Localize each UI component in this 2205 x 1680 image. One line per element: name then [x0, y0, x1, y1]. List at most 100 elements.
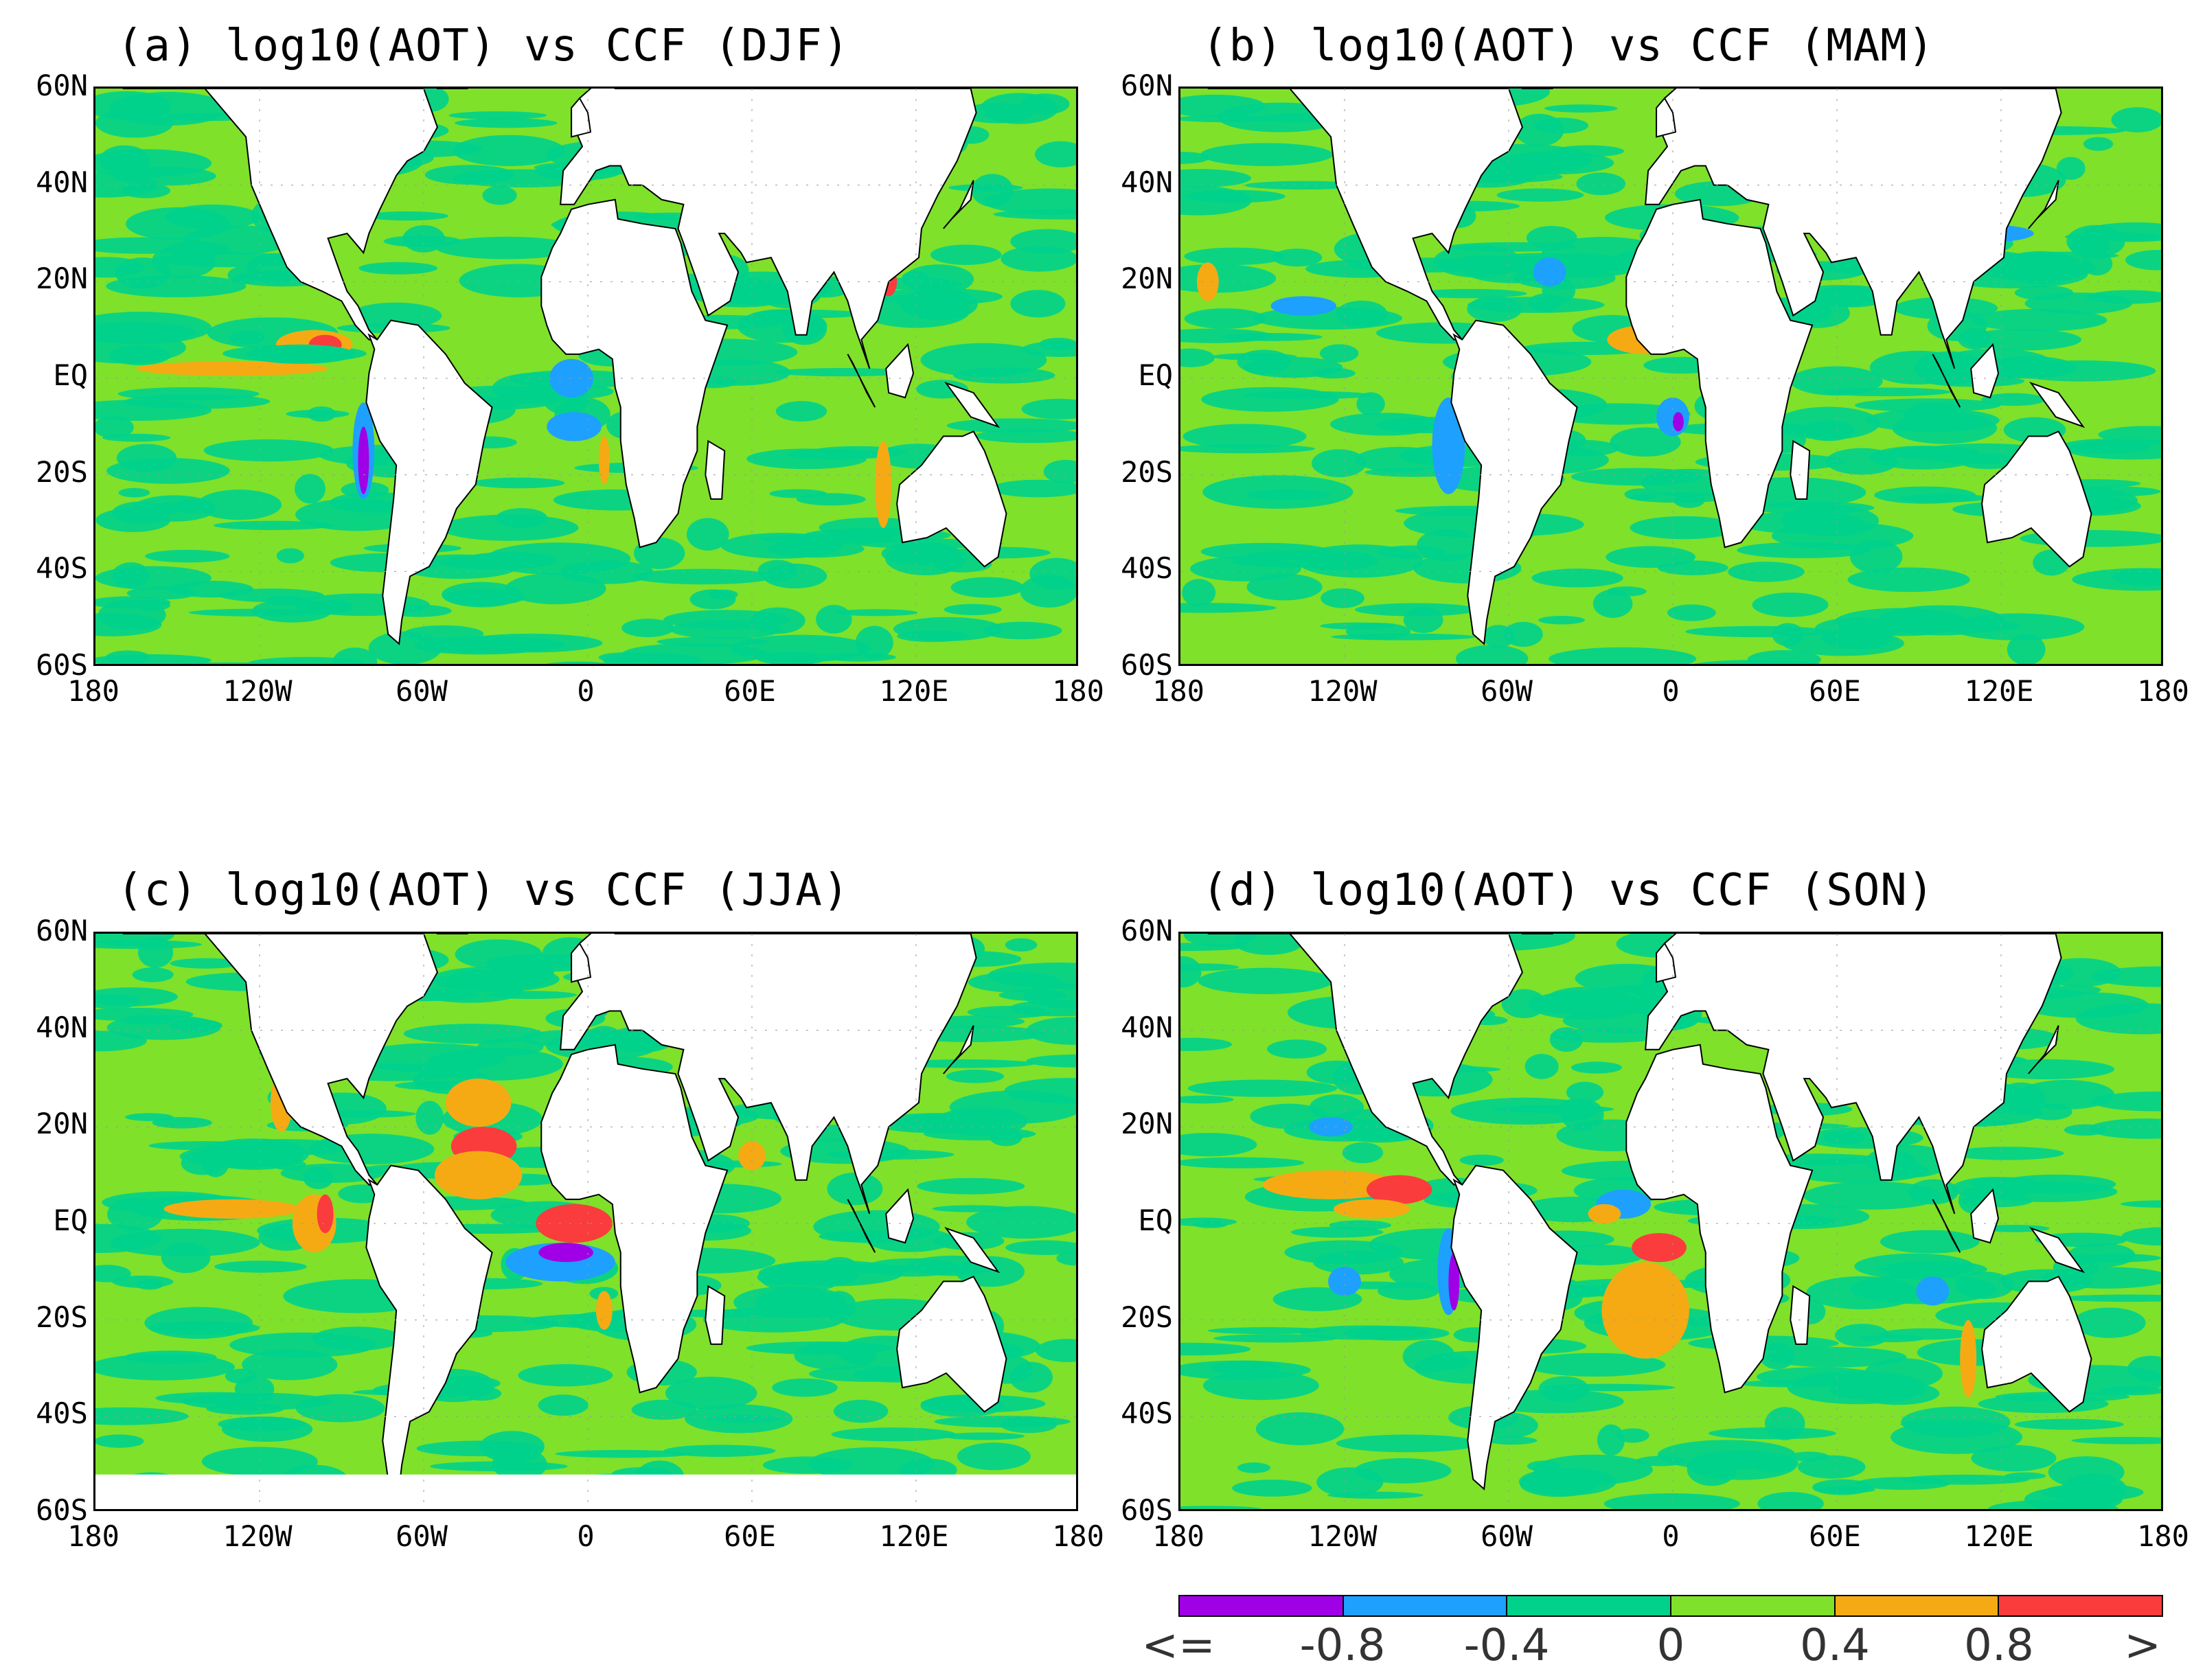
field-patch — [1955, 1271, 2014, 1299]
field-patch — [1899, 1474, 2029, 1485]
field-patch — [161, 1242, 211, 1274]
field-patch — [1624, 488, 1657, 500]
field-patch — [448, 111, 547, 120]
field-patch — [948, 184, 1023, 192]
y-tick-label: 40N — [36, 165, 88, 199]
field-patch — [368, 631, 442, 664]
land-mass — [847, 1199, 876, 1253]
field-patch — [1847, 567, 1970, 592]
field-patch — [772, 1378, 838, 1397]
field-patch — [2091, 1091, 2161, 1112]
x-tick-label: 180 — [2137, 1519, 2189, 1553]
field-patch — [855, 625, 893, 660]
x-tick-label: 180 — [1052, 1519, 1104, 1553]
field-patch — [2121, 1200, 2161, 1208]
land-mass — [885, 343, 915, 399]
field-patch — [827, 1172, 883, 1206]
x-tick-label: 60E — [724, 674, 776, 708]
field-patch — [1356, 392, 1385, 416]
y-tick-label: 40S — [36, 551, 88, 586]
anomaly-patch — [595, 1291, 613, 1330]
field-patch — [1039, 337, 1076, 351]
land-mass — [1981, 1276, 2092, 1413]
land-mass — [365, 1164, 493, 1491]
field-patch — [1180, 444, 1315, 454]
land-mass — [885, 1188, 915, 1244]
map-frame — [93, 932, 1078, 1511]
colorbar-label: <= — [1141, 1620, 1215, 1671]
field-patch — [1549, 647, 1697, 664]
colorbar-label: 0.8 — [1964, 1620, 2034, 1671]
anomaly-patch — [1334, 1199, 1410, 1219]
y-tick-label: 40N — [1121, 165, 1173, 199]
field-patch — [621, 619, 674, 638]
anomaly-patch — [598, 436, 610, 485]
field-patch — [1005, 938, 1038, 952]
field-patch — [1550, 1028, 1666, 1043]
field-patch — [1180, 956, 1202, 988]
field-patch — [983, 188, 1076, 215]
missing-data-region — [95, 1474, 1076, 1509]
y-tick-label: EQ — [53, 1204, 88, 1237]
field-patch — [1610, 427, 1681, 457]
anomaly-patch — [738, 1141, 766, 1171]
field-patch — [1182, 579, 1216, 607]
field-patch — [1180, 1037, 1233, 1051]
land-mass — [1932, 1199, 1961, 1253]
field-patch — [121, 183, 171, 198]
map-field — [1180, 89, 2161, 664]
land-mass — [1625, 1044, 1814, 1394]
field-patch — [1450, 1097, 1599, 1125]
y-tick-label: EQ — [1138, 1204, 1173, 1237]
field-patch — [1814, 1486, 1875, 1494]
anomaly-patch — [1916, 1276, 1950, 1306]
land-mass — [705, 1285, 726, 1345]
anomaly-patch — [1448, 1252, 1460, 1311]
anomaly-patch — [1262, 1170, 1399, 1199]
field-patch — [987, 963, 1076, 989]
land-mass — [1645, 89, 2062, 369]
land-mass — [705, 439, 726, 500]
field-patch — [2009, 360, 2156, 382]
field-patch — [1319, 344, 1359, 363]
field-patch — [555, 1449, 692, 1458]
land-mass — [2028, 180, 2059, 229]
field-patch — [121, 1015, 174, 1025]
field-patch — [1860, 1334, 1925, 1342]
anomaly-patch — [1432, 398, 1465, 494]
field-patch — [663, 1445, 776, 1458]
field-patch — [1207, 1327, 1327, 1335]
land-mass — [1656, 97, 1677, 138]
field-patch — [1180, 264, 1277, 293]
field-patch — [1781, 505, 1880, 537]
anomaly-patch — [549, 358, 593, 398]
field-patch — [2042, 1267, 2161, 1289]
field-patch — [705, 1414, 780, 1423]
field-patch — [1272, 249, 1323, 267]
field-patch — [702, 1307, 845, 1333]
land-mass — [1981, 430, 2092, 568]
field-patch — [2121, 1227, 2161, 1246]
field-patch — [983, 621, 1062, 640]
field-patch — [1029, 557, 1076, 590]
x-tick-label: 60E — [724, 1519, 776, 1553]
x-tick-label: 60W — [1481, 1519, 1533, 1553]
x-tick-label: 120W — [222, 674, 293, 708]
field-patch — [148, 1320, 260, 1335]
field-patch — [998, 989, 1068, 1001]
field-patch — [1603, 1493, 1740, 1509]
x-tick-label: 60W — [396, 674, 448, 708]
y-tick-label: EQ — [1138, 358, 1173, 392]
field-patch — [1183, 424, 1307, 449]
field-patch — [2014, 1418, 2124, 1430]
field-patch — [145, 549, 230, 563]
land-mass — [847, 354, 876, 408]
land-mass — [571, 942, 592, 983]
field-patch — [2064, 1124, 2107, 1136]
field-patch — [864, 1258, 962, 1277]
anomaly-patch — [1309, 1117, 1353, 1137]
field-patch — [1630, 516, 1739, 540]
field-patch — [942, 1432, 1025, 1440]
anomaly-patch — [136, 361, 328, 376]
field-patch — [1198, 967, 1334, 994]
